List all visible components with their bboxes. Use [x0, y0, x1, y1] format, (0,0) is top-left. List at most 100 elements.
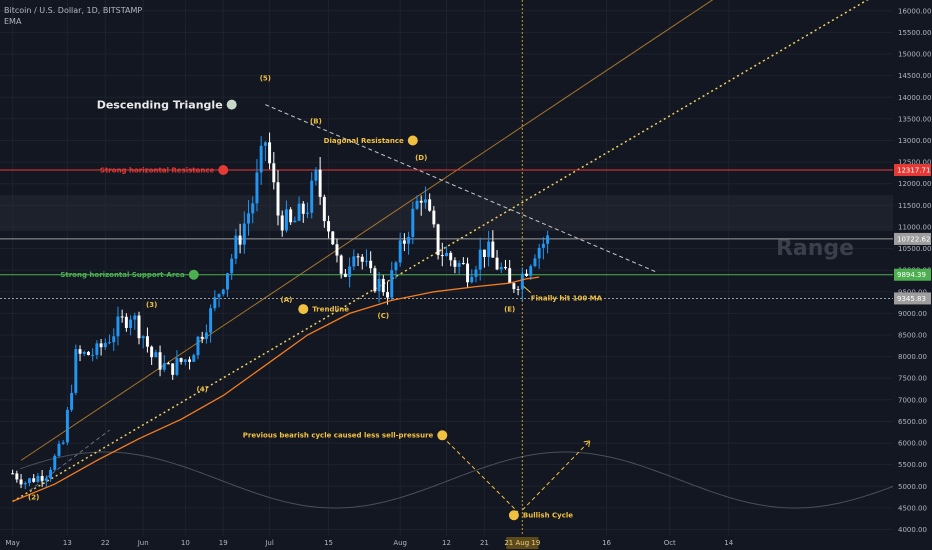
candle: [487, 230, 491, 267]
bullish-cycle-arrow: [521, 440, 591, 511]
candle: [390, 261, 394, 301]
candle-body: [154, 352, 158, 358]
candle-body: [217, 294, 221, 298]
candle-body: [276, 182, 280, 216]
candle-body: [61, 442, 65, 444]
dotted-trendline: [12, 0, 869, 503]
candle: [65, 407, 69, 446]
candle: [99, 339, 103, 356]
candle: [251, 196, 255, 224]
candle: [541, 237, 545, 260]
candle-body: [65, 409, 69, 443]
time-tick-label: 12: [442, 539, 451, 547]
candle: [512, 281, 516, 293]
annotation: Finally hit 100 MA: [531, 295, 603, 303]
candle-body: [36, 476, 40, 482]
candle: [230, 253, 234, 280]
candle-body: [213, 297, 217, 309]
price-tick-label: 11000.00: [898, 223, 931, 231]
candle-body: [116, 316, 120, 337]
price-labels: 12317.71 10722.62 9894.39 9345.83: [894, 163, 931, 305]
candle-body: [255, 172, 259, 204]
indicator-label[interactable]: EMA: [4, 17, 22, 26]
candle: [436, 223, 440, 260]
candle-body: [188, 359, 192, 362]
candle-body: [179, 358, 183, 362]
candle: [192, 353, 196, 362]
candle: [204, 324, 208, 344]
time-axis: May 13 22 Jun 10 19 Jul 15 Aug 12 21 16 Oct 14 21 Aug …: [0, 536, 893, 550]
candle: [343, 268, 347, 278]
range-zone: [0, 195, 893, 231]
time-tick-label: 10: [181, 539, 190, 547]
annotation-label: (5): [260, 75, 271, 83]
candle: [145, 327, 149, 353]
cursor-date-label: 21 Aug 19: [504, 539, 540, 547]
candle: [112, 328, 116, 352]
candle-body: [331, 231, 335, 245]
annotation-dot: [226, 99, 237, 110]
candle-body: [348, 266, 352, 277]
candle-body: [19, 479, 23, 485]
annotation: (E): [504, 306, 515, 314]
candle: [293, 216, 297, 223]
candle: [529, 264, 533, 280]
candle: [474, 265, 478, 283]
candle-body: [516, 289, 520, 291]
candle-body: [162, 363, 166, 370]
annotation-label: Descending Triangle: [97, 98, 223, 111]
candle-body: [537, 247, 541, 259]
price-label-bg: [894, 163, 931, 176]
candle-body: [141, 336, 145, 339]
candle-body: [327, 221, 331, 232]
annotation-label: Trendline: [312, 306, 349, 314]
candle: [188, 356, 192, 370]
annotation: Strong horizontal Resistance: [100, 164, 229, 175]
time-tick-label: 22: [101, 539, 110, 547]
candle-body: [150, 346, 154, 358]
candle-body: [512, 283, 516, 290]
candle: [196, 335, 200, 360]
candle: [360, 253, 364, 270]
candle: [525, 269, 529, 277]
candle: [263, 141, 267, 162]
price-label-text: 10722.62: [897, 235, 930, 243]
symbol-title: Bitcoin / U.S. Dollar, 1D, BITSTAMP: [4, 6, 143, 15]
candle-body: [158, 352, 162, 370]
candle-body: [415, 200, 419, 209]
candle-body: [482, 249, 486, 258]
candle: [297, 196, 301, 222]
candle: [40, 470, 44, 487]
price-tick-label: 8000.00: [898, 353, 927, 361]
candle-body: [238, 235, 242, 245]
candle-body: [57, 443, 61, 456]
candle: [179, 357, 183, 365]
annotation: Diagonal Resistance: [324, 135, 418, 146]
candle-body: [407, 236, 411, 244]
candle: [171, 363, 175, 380]
candle-body: [343, 273, 347, 277]
time-tick-label: May: [5, 539, 19, 547]
candle: [213, 290, 217, 312]
candle-body: [280, 215, 284, 231]
candle-body: [453, 260, 457, 267]
candle-body: [474, 269, 478, 277]
candle: [415, 195, 419, 210]
candle: [386, 281, 390, 305]
annotation-dot: [508, 510, 519, 521]
candle: [23, 481, 27, 490]
candle: [322, 194, 326, 228]
price-tick-label: 14500.00: [898, 72, 931, 80]
candle-body: [103, 342, 107, 348]
time-tick-label: Aug: [393, 539, 407, 547]
candle-body: [491, 241, 495, 258]
price-tick-label: 4500.00: [898, 504, 927, 512]
candle: [440, 242, 444, 267]
candle-body: [356, 256, 360, 258]
candle: [284, 200, 288, 233]
annotation-label: Strong horizontal Resistance: [100, 166, 215, 174]
candle: [116, 306, 120, 346]
candle-body: [268, 142, 272, 164]
candle-body: [546, 235, 550, 244]
